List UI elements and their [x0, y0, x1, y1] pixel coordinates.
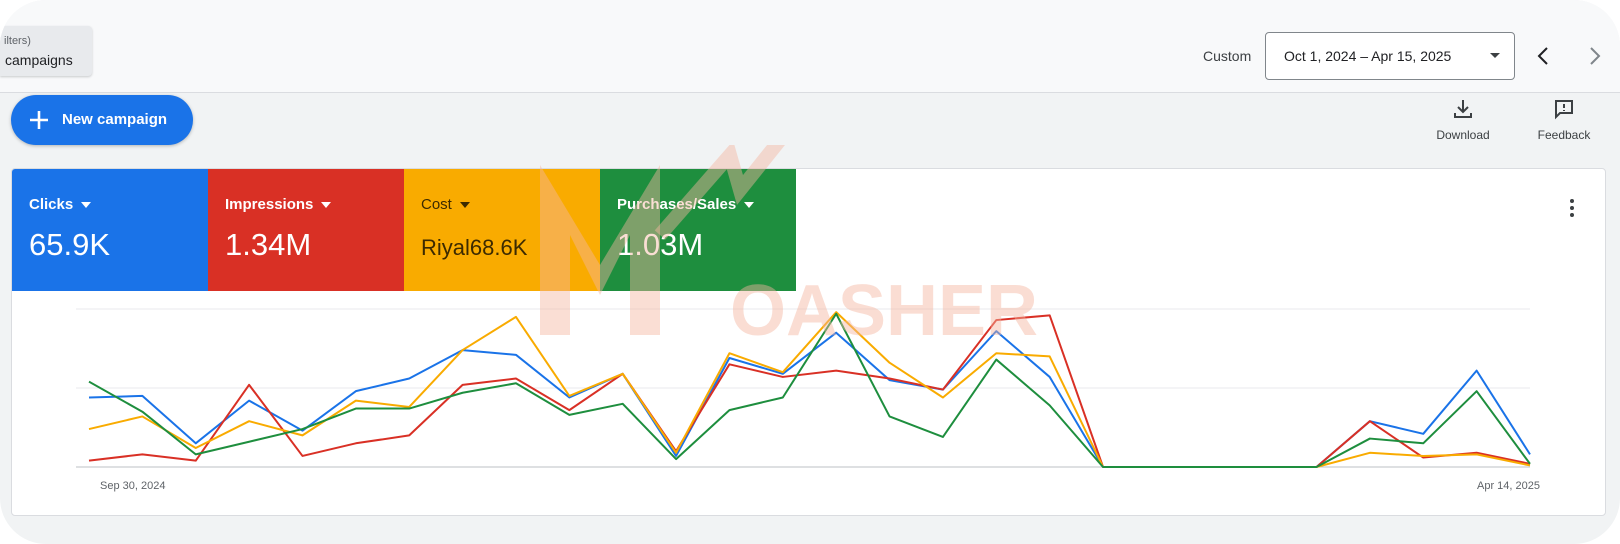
scorecard-impressions[interactable]: Impressions 1.34M	[208, 169, 404, 291]
scorecard-cost[interactable]: Cost Riyal68.6K	[404, 169, 600, 291]
series-line-clicks	[88, 330, 1531, 468]
new-campaign-button[interactable]: New campaign	[11, 95, 193, 145]
filter-chip[interactable]: ilters) campaigns	[0, 26, 92, 76]
scorecard-value: 1.34M	[225, 227, 312, 262]
feedback-label: Feedback	[1537, 128, 1591, 142]
feedback-button[interactable]: Feedback	[1519, 98, 1609, 148]
previous-period-button[interactable]	[1528, 40, 1560, 72]
scorecard-metric-label: Impressions	[225, 196, 314, 213]
download-button[interactable]: Download	[1418, 98, 1508, 148]
scorecard-value: 65.9K	[29, 227, 111, 262]
scorecard-metric-label: Clicks	[29, 196, 74, 213]
date-preset-label: Custom	[1203, 48, 1252, 64]
next-period-button[interactable]	[1578, 40, 1610, 72]
chevron-right-icon	[1590, 47, 1601, 65]
performance-line-chart: Sep 30, 2024 Apr 14, 2025	[76, 308, 1540, 492]
scorecard-metric-label: Purchases/Sales	[617, 196, 737, 213]
scorecard-purchases-sales[interactable]: Purchases/Sales 1.03M	[600, 169, 796, 291]
series-line-impressions	[88, 314, 1531, 468]
performance-card: Clicks 65.9K Impressions 1.34M Cost Riya…	[11, 168, 1606, 516]
dropdown-caret-icon	[81, 202, 92, 209]
chevron-left-icon	[1537, 47, 1548, 65]
series-line-cost	[88, 311, 1531, 468]
scorecard-metric: Impressions	[225, 196, 332, 213]
more-vert-icon	[1562, 199, 1582, 217]
plus-icon	[30, 111, 48, 129]
x-tick-label-start: Sep 30, 2024	[100, 480, 165, 492]
more-options-button[interactable]	[1562, 197, 1582, 221]
scorecard-metric: Purchases/Sales	[617, 196, 755, 213]
top-bar: ilters) campaigns Custom Oct 1, 2024 – A…	[0, 0, 1620, 93]
download-icon	[1454, 100, 1472, 118]
filter-chip-label: campaigns	[5, 52, 73, 68]
scorecard-value: Riyal68.6K	[421, 235, 528, 260]
scorecard-metric: Clicks	[29, 196, 92, 213]
dropdown-caret-icon	[1490, 53, 1500, 58]
scorecard-metric-label: Cost	[421, 196, 452, 213]
feedback-icon	[1555, 100, 1573, 120]
series-line-purchases-sales	[88, 312, 1531, 468]
scorecard-clicks[interactable]: Clicks 65.9K	[12, 169, 208, 291]
date-range-picker[interactable]: Oct 1, 2024 – Apr 15, 2025	[1265, 32, 1515, 80]
x-tick-label-end: Apr 14, 2025	[1477, 480, 1540, 492]
dropdown-caret-icon	[744, 202, 755, 209]
dropdown-caret-icon	[321, 202, 332, 209]
download-label: Download	[1436, 128, 1490, 142]
filter-chip-caption: ilters)	[4, 35, 31, 47]
scorecard-value: 1.03M	[617, 227, 704, 262]
new-campaign-label: New campaign	[62, 111, 168, 128]
date-range-value: Oct 1, 2024 – Apr 15, 2025	[1284, 48, 1452, 64]
scorecard-metric: Cost	[421, 196, 470, 213]
dropdown-caret-icon	[459, 202, 470, 209]
